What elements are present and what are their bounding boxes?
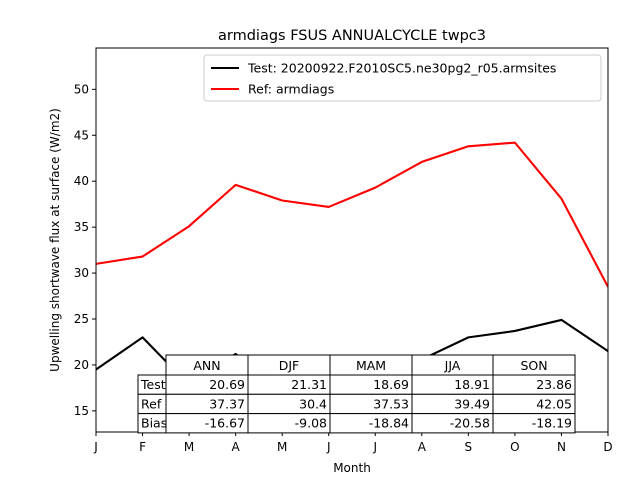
x-tick-label: D <box>603 440 612 454</box>
x-tick-label: M <box>277 440 287 454</box>
y-tick-label: 30 <box>74 266 89 280</box>
series-line-ref <box>96 141 608 288</box>
legend-box <box>203 54 602 102</box>
table-cell-value: 21.31 <box>291 377 327 392</box>
legend-entry: Test: 20200922.F2010SC5.ne30pg2_r05.arms… <box>247 61 556 76</box>
table-cell-value: 37.37 <box>209 396 245 411</box>
table-cell-value: 42.05 <box>536 396 572 411</box>
table-cell-value: -9.08 <box>295 416 327 431</box>
table-cell-value: -16.67 <box>205 416 245 431</box>
table-header-label: JJA <box>444 358 461 373</box>
x-tick-label: A <box>418 440 427 454</box>
y-tick-label: 40 <box>74 174 89 188</box>
table-header-label: SON <box>520 358 547 373</box>
legend-entry: Ref: armdiags <box>248 82 334 97</box>
table-cell-value: 18.69 <box>373 377 409 392</box>
table-cell-value: -18.19 <box>532 416 572 431</box>
y-tick-label: 35 <box>74 220 89 234</box>
x-axis-label: Month <box>333 461 371 475</box>
x-tick-label: J <box>372 440 377 454</box>
table-cell-value: -18.84 <box>369 416 409 431</box>
chart-title: armdiags FSUS ANNUALCYCLE twpc3 <box>218 28 486 44</box>
table-cell-value: 39.49 <box>454 396 490 411</box>
y-tick-label: 25 <box>74 312 89 326</box>
y-tick-label: 15 <box>74 404 89 418</box>
x-tick-label: A <box>232 440 241 454</box>
y-axis-label: Upwelling shortwave flux at surface (W/m… <box>48 108 62 372</box>
x-tick-label: N <box>557 440 566 454</box>
table-cell-value: -20.58 <box>450 416 490 431</box>
table-row-label: Bias <box>141 416 167 431</box>
x-tick-label: M <box>184 440 194 454</box>
table-row-label: Test <box>140 377 166 392</box>
table-cell-value: 23.86 <box>536 377 572 392</box>
x-tick-label: J <box>326 440 331 454</box>
stats-table: ANN DJF MAM JJA SON Test 20.69 21.31 18.69 18.91 2… <box>137 354 576 434</box>
x-tick-label: F <box>139 440 146 454</box>
table-cell-value: 37.53 <box>373 396 409 411</box>
table-header-label: MAM <box>356 358 386 373</box>
table-cell-value: 18.91 <box>454 377 490 392</box>
table-header-label: ANN <box>193 358 220 373</box>
y-tick-label: 20 <box>74 358 89 372</box>
legend: Test: 20200922.F2010SC5.ne30pg2_r05.arms… <box>203 54 602 102</box>
x-tick-label: O <box>510 440 519 454</box>
table-header-label: DJF <box>279 358 300 373</box>
x-tick-label: J <box>93 440 98 454</box>
table-row-label: Ref <box>141 396 162 411</box>
table-cell-value: 30.4 <box>299 396 327 411</box>
table-cell-value: 20.69 <box>209 377 245 392</box>
y-tick-label: 50 <box>74 82 89 96</box>
table-cell <box>492 413 576 434</box>
x-tick-label: S <box>465 440 473 454</box>
y-tick-label: 45 <box>74 128 89 142</box>
